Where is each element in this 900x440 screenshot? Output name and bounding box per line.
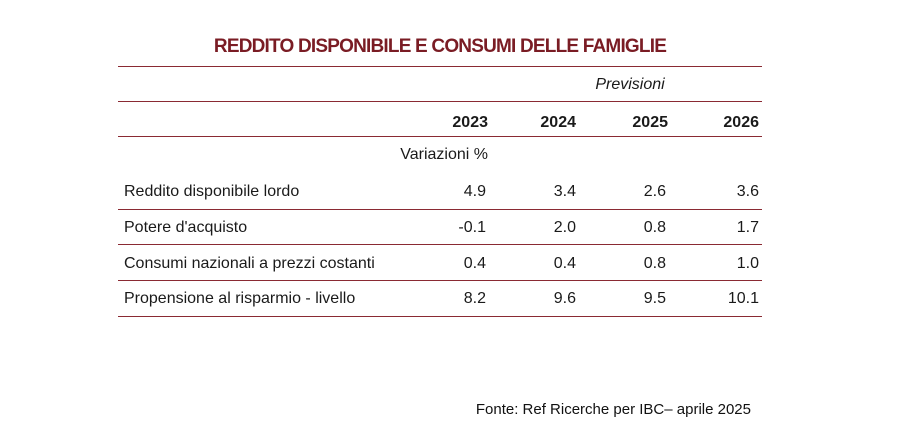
forecast-rule <box>118 101 762 102</box>
forecast-label: Previsioni <box>595 76 665 93</box>
table-cell: 3.6 <box>736 183 759 200</box>
units-label: Variazioni % <box>400 146 488 163</box>
row-label: Consumi nazionali a prezzi costanti <box>124 255 375 272</box>
bottom-rule <box>118 316 762 317</box>
year-header-2023: 2023 <box>452 114 488 131</box>
table-cell: -0.1 <box>458 219 486 236</box>
source-note: Fonte: Ref Ricerche per IBC– aprile 2025 <box>475 401 751 418</box>
row-label: Reddito disponibile lordo <box>124 183 300 200</box>
top-rule <box>118 66 762 67</box>
row-label: Propensione al risparmio - livello <box>124 290 356 307</box>
table-cell: 3.4 <box>553 183 576 200</box>
table-cell: 8.2 <box>463 290 486 307</box>
table-cell: 4.9 <box>463 183 486 200</box>
year-header-2026: 2026 <box>723 114 759 131</box>
table-cell: 0.4 <box>463 255 486 272</box>
row-divider <box>118 280 762 281</box>
table-cell: 0.8 <box>643 219 666 236</box>
year-header-2024: 2024 <box>540 114 576 131</box>
table-cell: 2.6 <box>643 183 666 200</box>
table-cell: 9.5 <box>643 290 666 307</box>
table-title: REDDITO DISPONIBILE E CONSUMI DELLE FAMI… <box>213 36 667 57</box>
year-header-2025: 2025 <box>632 114 668 131</box>
table-cell: 10.1 <box>727 290 759 307</box>
row-divider <box>118 244 762 245</box>
table-cell: 9.6 <box>553 290 576 307</box>
row-divider <box>118 209 762 210</box>
table-cell: 0.8 <box>643 255 666 272</box>
table-cell: 0.4 <box>553 255 576 272</box>
row-label: Potere d'acquisto <box>124 219 248 236</box>
table-cell: 1.0 <box>736 255 759 272</box>
table-cell: 2.0 <box>553 219 576 236</box>
table-cell: 1.7 <box>736 219 759 236</box>
header-rule <box>118 136 762 137</box>
